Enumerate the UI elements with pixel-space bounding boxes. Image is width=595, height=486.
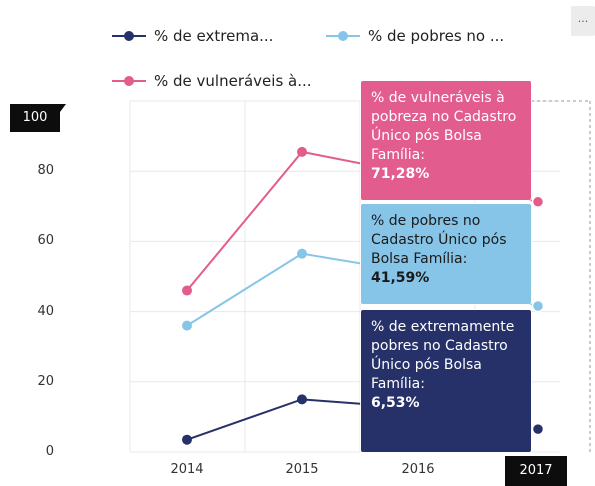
data-point[interactable]	[182, 285, 192, 296]
legend-swatch-extrema	[112, 29, 146, 43]
data-point[interactable]	[531, 299, 545, 313]
y-crosshair-label: 100	[10, 104, 66, 132]
tooltip-vulneraveis-value: 71,28%	[371, 166, 430, 182]
data-point[interactable]	[531, 195, 545, 209]
x-tick-label: 2016	[401, 462, 435, 477]
y-tick-label: 40	[37, 303, 54, 319]
legend-label-vulneraveis: % de vulneráveis à...	[154, 72, 312, 90]
legend-label-pobres: % de pobres no ...	[368, 27, 505, 45]
y-tick-label: 60	[37, 233, 54, 249]
data-point[interactable]	[297, 394, 307, 405]
data-point[interactable]	[297, 248, 307, 259]
data-point[interactable]	[531, 422, 545, 436]
x-tick-label: 2015	[285, 462, 319, 477]
tooltip-extrema: % de extremamente pobres no Cadastro Úni…	[361, 310, 531, 452]
legend-swatch-vulneraveis	[112, 74, 146, 88]
y-tick-label: 80	[37, 163, 54, 179]
y-tick-label: 20	[37, 373, 54, 389]
y-tick-label: 0	[45, 444, 54, 459]
legend-swatch-pobres	[326, 29, 360, 43]
tooltip-vulneraveis-label: % de vulneráveis à pobreza no Cadastro Ú…	[371, 90, 517, 163]
data-point[interactable]	[297, 146, 307, 157]
legend-label-extrema: % de extrema...	[154, 27, 274, 45]
tooltip-pobres-label: % de pobres no Cadastro Único pós Bolsa …	[371, 213, 507, 267]
legend-item-extrema[interactable]: % de extrema...	[112, 27, 273, 45]
legend-item-pobres[interactable]: % de pobres no ...	[326, 27, 504, 45]
tooltip-pobres-value: 41,59%	[371, 270, 430, 286]
tooltip-pobres: % de pobres no Cadastro Único pós Bolsa …	[361, 204, 531, 304]
data-point[interactable]	[182, 434, 192, 445]
data-point[interactable]	[182, 320, 192, 331]
x-crosshair-label: 2017	[505, 456, 567, 486]
x-tick-label: 2014	[170, 462, 204, 477]
legend-item-vulneraveis[interactable]: % de vulneráveis à...	[112, 72, 312, 90]
more-options-button[interactable]: ...	[571, 6, 595, 36]
tooltip-extrema-label: % de extremamente pobres no Cadastro Úni…	[371, 319, 515, 392]
tooltip-vulneraveis: % de vulneráveis à pobreza no Cadastro Ú…	[361, 81, 531, 200]
tooltip-extrema-value: 6,53%	[371, 395, 420, 411]
